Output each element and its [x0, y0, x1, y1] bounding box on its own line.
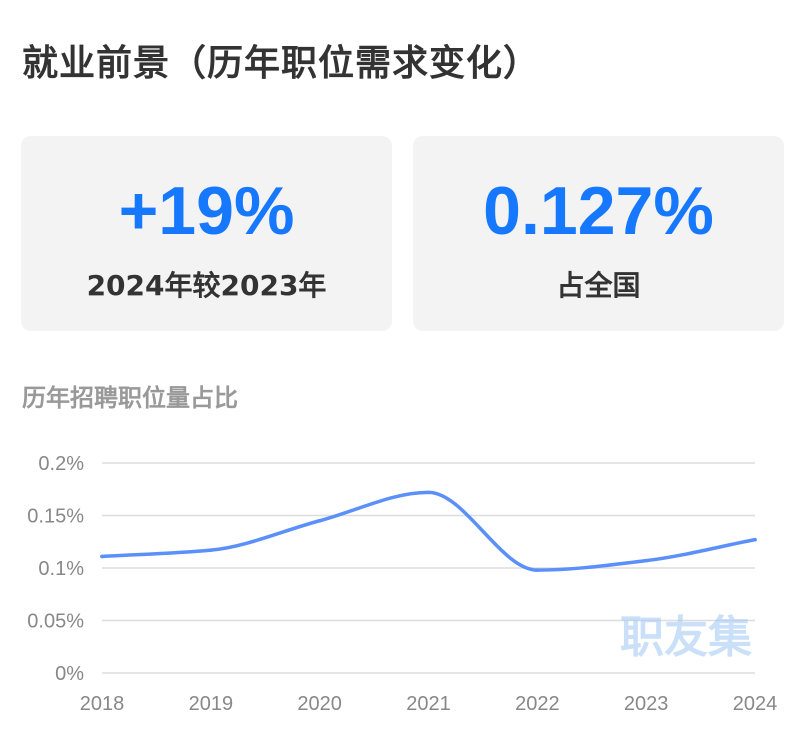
y-tick-label: 0.1%: [38, 558, 84, 580]
share-card: 0.127% 占全国: [413, 136, 784, 331]
y-tick-label: 0%: [55, 663, 84, 685]
x-tick-label: 2023: [624, 693, 669, 715]
series-line: [100, 490, 757, 572]
y-tick-label: 0.15%: [27, 506, 84, 528]
x-tick-label: 2024: [733, 693, 778, 715]
y-tick-label: 0.05%: [27, 611, 84, 633]
x-tick-label: 2019: [189, 693, 234, 715]
data-point: [535, 568, 540, 572]
y-tick-label: 0.2%: [38, 453, 84, 475]
data-point: [100, 554, 104, 559]
x-tick-label: 2022: [515, 693, 560, 715]
page-title: 就业前景（历年职位需求变化）: [22, 43, 541, 84]
share-label: 占全国: [556, 269, 641, 302]
growth-card: +19% 2024年较2023年: [21, 136, 392, 331]
x-tick-label: 2018: [80, 693, 125, 715]
data-point: [644, 558, 648, 563]
share-value: 0.127%: [483, 173, 714, 249]
data-point: [317, 518, 322, 523]
data-point: [753, 537, 757, 542]
x-tick-label: 2021: [406, 693, 451, 715]
watermark: 职友集: [620, 612, 752, 663]
growth-value: +19%: [118, 173, 295, 249]
growth-label: 2024年较2023年: [86, 269, 327, 302]
line-chart: 0% 0.05% 0.1% 0.15% 0.2% 2018 2019 2020 2021 2022…: [27, 453, 778, 715]
data-point: [209, 548, 213, 552]
x-tick-label: 2020: [297, 693, 342, 715]
data-point: [426, 490, 431, 495]
chart-title: 历年招聘职位量占比: [22, 384, 238, 412]
